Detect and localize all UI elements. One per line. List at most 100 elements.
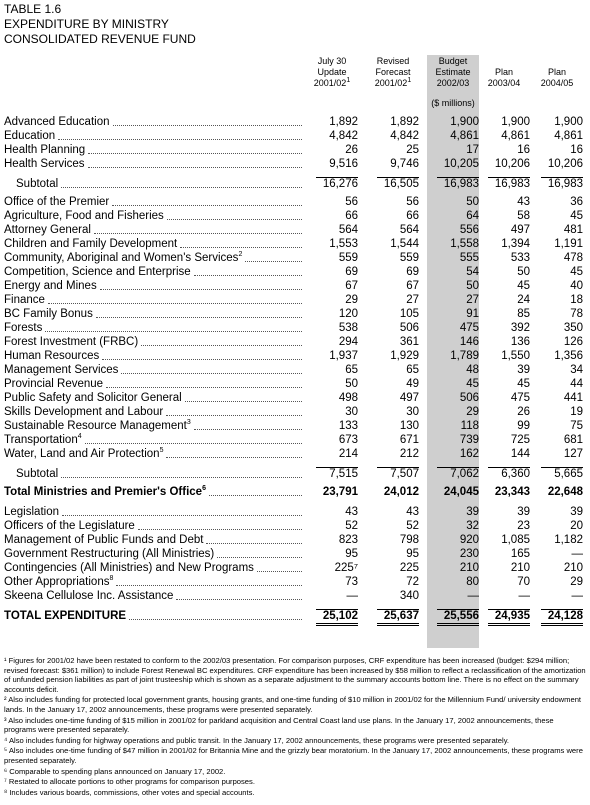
dot-leader: [166, 219, 302, 220]
cell-value: 69: [406, 266, 419, 278]
cell-value: 18: [570, 294, 583, 306]
cell-value: 30: [406, 406, 419, 418]
cell-value: 210: [563, 562, 583, 574]
dot-leader: [129, 619, 302, 620]
cell-value: 72: [406, 576, 419, 588]
row-label: Contingencies (All Ministries) and New P…: [4, 562, 254, 574]
row-label: Management of Public Funds and Debt: [4, 534, 204, 546]
cell-value: 24: [517, 294, 530, 306]
cell-value: 7,062: [450, 468, 479, 480]
cell-value: 16,983: [547, 178, 583, 190]
column-header: Plan 2004/05: [527, 56, 587, 89]
cell-value: 1,191: [554, 238, 583, 250]
cell-value: 52: [345, 520, 358, 532]
cell-value: 361: [399, 336, 419, 348]
row-label: Provincial Revenue: [4, 378, 104, 390]
sum-rule: [488, 177, 530, 178]
row-label: Management Services: [4, 364, 119, 376]
table-row: Transportation4 673 671 739 725 681: [0, 433, 590, 447]
column-header-line: 2001/021: [313, 77, 351, 88]
row-label: Other Appropriations8: [4, 575, 114, 588]
table-row: Public Safety and Solicitor General 498 49…: [0, 391, 590, 405]
cell-value: 144: [510, 448, 530, 460]
dot-leader: [193, 429, 302, 430]
double-underline: [377, 623, 419, 624]
cell-value: 1,892: [390, 116, 419, 128]
cell-value: 497: [399, 392, 419, 404]
cell-value: 920: [459, 534, 479, 546]
sum-rule: [377, 467, 419, 468]
table-row: Attorney General 564 564 556 497 481: [0, 223, 590, 237]
dot-leader: [166, 415, 302, 416]
cell-value: 118: [460, 420, 479, 432]
table-row: Management of Public Funds and Debt 823 79…: [0, 533, 590, 547]
cell-value: 1,929: [390, 350, 419, 362]
cell-value: 1,550: [501, 350, 530, 362]
cell-value: 136: [510, 336, 530, 348]
column-header-line: Plan: [547, 67, 566, 77]
cell-value: 45: [466, 378, 479, 390]
cell-value: 210: [510, 562, 530, 574]
cell-value: 1,085: [501, 534, 530, 546]
dot-leader: [58, 139, 302, 140]
row-label: Government Restructuring (All Ministries…: [4, 548, 215, 560]
dot-leader: [112, 125, 302, 126]
cell-value: 26: [345, 144, 358, 156]
cell-value: 294: [338, 336, 358, 348]
cell-value: 78: [570, 308, 583, 320]
dot-leader: [99, 289, 302, 290]
table-row: Subtotal 16,276 16,505 16,983 16,983 16,983: [0, 177, 590, 191]
column-header: July 30 Update 2001/021: [302, 56, 362, 89]
cell-value: —: [467, 590, 480, 602]
cell-value: 538: [338, 322, 358, 334]
cell-value: 1,900: [450, 116, 479, 128]
cell-value: 23,791: [322, 486, 358, 498]
double-underline: [437, 625, 479, 626]
cell-value: 65: [406, 364, 419, 376]
dot-leader: [87, 167, 302, 168]
cell-value: 230: [459, 548, 479, 560]
sum-rule: [488, 467, 530, 468]
double-underline: [316, 625, 358, 626]
double-underline: [488, 623, 530, 624]
cell-value: 45: [517, 378, 530, 390]
row-label: Agriculture, Food and Fisheries: [4, 210, 164, 222]
table-row: Government Restructuring (All Ministries…: [0, 547, 590, 561]
table-row: Forest Investment (FRBC) 294 361 146 136 126: [0, 335, 590, 349]
footnote: ⁶ Comparable to spending plans announced…: [4, 766, 226, 776]
cell-value: 19: [570, 406, 583, 418]
cell-value: 29: [570, 576, 583, 588]
table-row: Health Planning 26 25 17 16 16: [0, 143, 590, 157]
cell-value: 43: [345, 506, 358, 518]
column-header: Revised Forecast 2001/021: [363, 56, 423, 89]
cell-value: 392: [510, 322, 530, 334]
row-label: Competition, Science and Enterprise: [4, 266, 191, 278]
cell-value: 497: [510, 224, 530, 236]
table-row: TOTAL EXPENDITURE 25,102 25,637 25,556 24,93…: [0, 609, 590, 626]
cell-value: 44: [570, 378, 583, 390]
cell-value: 225⁷: [334, 562, 358, 574]
cell-value: 91: [466, 308, 479, 320]
cell-value: 16: [570, 144, 583, 156]
cell-value: 133: [338, 420, 358, 432]
sum-rule: [541, 177, 583, 178]
cell-value: 45: [570, 210, 583, 222]
dot-leader: [88, 153, 302, 154]
cell-value: 798: [399, 534, 419, 546]
row-label: Legislation: [4, 506, 59, 518]
dot-leader: [102, 359, 302, 360]
cell-value: 52: [406, 520, 419, 532]
cell-value: 20: [570, 520, 583, 532]
cell-value: 36: [570, 196, 583, 208]
cell-value: 29: [345, 294, 358, 306]
cell-value: 10,206: [547, 158, 583, 170]
cell-value: 9,746: [390, 158, 419, 170]
column-header: Budget Estimate 2002/03: [423, 56, 483, 89]
cell-value: 475: [459, 322, 479, 334]
row-label: Education: [4, 130, 56, 142]
table-row: Subtotal 7,515 7,507 7,062 6,360 5,665: [0, 467, 590, 481]
table-row: Skeena Cellulose Inc. Assistance — 340 — — —: [0, 589, 590, 603]
cell-value: 5,665: [554, 468, 583, 480]
cell-value: 24,935: [494, 610, 530, 622]
